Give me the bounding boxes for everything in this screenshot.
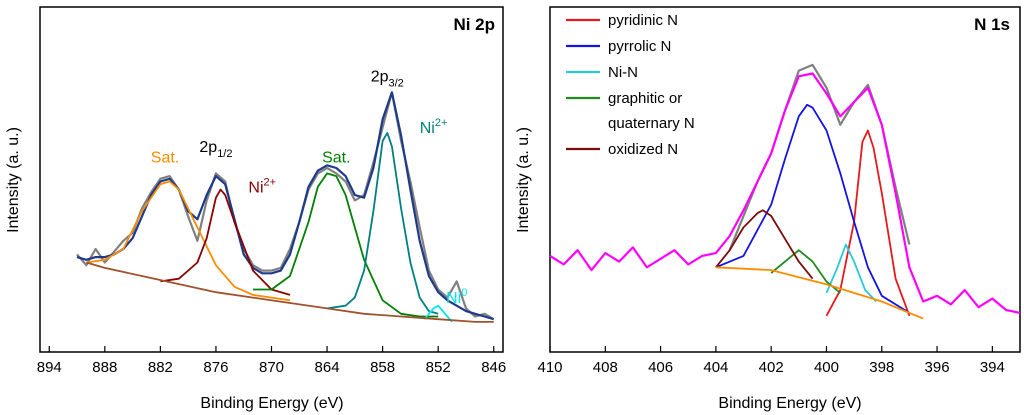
x-tick-label: 410 [537,359,562,376]
xlabel-n1s: Binding Energy (eV) [718,395,861,412]
annotation-ni2a: Ni2+ [248,176,276,196]
ylabel-ni2p: Intensity (a. u.) [5,127,22,233]
series-n1s [549,63,1021,320]
series-line-ni0-cyan- [423,304,453,323]
series-line-envelope [549,72,1021,314]
annotations-ni2p: Sat. 2p1/2 Ni2+ Sat. 2p3/2 Ni2+ Ni0 [151,69,468,307]
series-line-pyridinic-n [825,129,911,317]
legend-label: pyrrolic N [608,38,671,55]
x-tick-label: 398 [869,359,894,376]
panel-title-ni2p: Ni 2p [453,15,495,34]
annotation-ni0: Ni0 [446,287,467,307]
x-ticks-ni2p: 894 888 882 876 870 864 858 852 846 [37,346,506,376]
legend-label: graphitic or [608,90,682,107]
series-line-pyrrolic-n [715,103,910,314]
xlabel-ni2p: Binding Energy (eV) [200,395,343,412]
x-tick-label: 404 [703,359,728,376]
legend-n1s: pyridinic N pyrrolic N Ni-N graphitic or qua… [566,12,695,158]
x-tick-label: 402 [759,359,784,376]
series-line-raw-data [728,63,911,251]
x-tick-label: 852 [426,359,451,376]
plot-frame-n1s [549,6,1021,353]
series-line-2p3-2-ni2-teal- [326,131,439,315]
annotation-ni2b: Ni2+ [420,117,448,137]
series-ni2p [76,91,495,323]
series-line-graphitic-or-quaternary-n [770,249,841,294]
x-tick-label: 396 [925,359,950,376]
series-line-oxidized-n [715,209,814,280]
x-tick-label: 864 [315,359,340,376]
x-tick-label: 858 [370,359,395,376]
series-line-sat-green- [253,172,439,318]
x-tick-label: 882 [148,359,173,376]
legend-label: Ni-N [608,64,638,81]
x-ticks-n1s: 410 408 406 404 402 400 398 396 394 [537,346,1005,376]
x-tick-label: 394 [980,359,1005,376]
x-tick-label: 876 [203,359,228,376]
annotation-sat1: Sat. [151,150,179,167]
series-line-background-brown- [86,261,494,323]
series-line-sat-orange- [86,180,291,302]
x-tick-label: 894 [37,359,62,376]
legend-label: pyridinic N [608,12,678,29]
x-tick-label: 408 [593,359,618,376]
annotation-p32: 2p3/2 [371,69,404,90]
x-tick-label: 888 [92,359,117,376]
series-line-2p1-2-ni2-dark-red- [160,188,291,296]
annotation-sat2: Sat. [322,150,350,167]
legend-label-cont: quaternary N [608,115,695,132]
series-line-ni-n [825,243,877,303]
annotation-p12: 2p1/2 [199,139,232,160]
panel-n1s: N 1s Binding Energy (eV) Intensity (a. u… [515,6,1021,412]
ylabel-n1s: Intensity (a. u.) [515,127,532,233]
panel-title-n1s: N 1s [974,15,1010,34]
series-line-background [715,266,924,320]
x-tick-label: 406 [648,359,673,376]
x-tick-label: 846 [481,359,506,376]
series-line-raw-data [76,91,495,321]
legend-label: oxidized N [608,141,678,158]
x-tick-label: 870 [259,359,284,376]
x-tick-label: 400 [814,359,839,376]
panel-ni2p: Ni 2p Binding Energy (eV) Intensity (a. … [5,6,506,412]
